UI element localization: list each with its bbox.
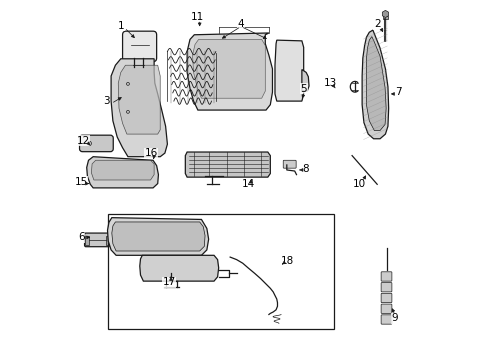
- FancyBboxPatch shape: [80, 135, 113, 152]
- Bar: [383, 16, 387, 19]
- Text: 16: 16: [144, 148, 158, 158]
- FancyBboxPatch shape: [380, 272, 391, 281]
- Text: 7: 7: [395, 87, 401, 97]
- Text: 17: 17: [162, 277, 176, 287]
- Polygon shape: [187, 33, 272, 110]
- Text: 2: 2: [373, 19, 380, 29]
- Polygon shape: [86, 157, 158, 188]
- Text: 8: 8: [302, 164, 308, 174]
- Polygon shape: [140, 255, 218, 281]
- FancyBboxPatch shape: [380, 283, 391, 292]
- FancyBboxPatch shape: [122, 31, 156, 62]
- Text: 18: 18: [280, 256, 294, 266]
- FancyBboxPatch shape: [380, 315, 391, 324]
- FancyBboxPatch shape: [283, 160, 296, 168]
- Bar: [106, 235, 109, 244]
- Polygon shape: [185, 152, 270, 177]
- Text: 4: 4: [237, 19, 244, 29]
- Text: 9: 9: [391, 313, 398, 323]
- Bar: [108, 214, 333, 329]
- Polygon shape: [274, 40, 303, 101]
- Polygon shape: [112, 222, 204, 251]
- Polygon shape: [362, 30, 388, 139]
- Bar: [85, 235, 88, 244]
- Polygon shape: [91, 160, 154, 180]
- Text: 5: 5: [300, 84, 306, 94]
- FancyBboxPatch shape: [380, 293, 391, 303]
- FancyBboxPatch shape: [380, 304, 391, 314]
- Polygon shape: [192, 40, 265, 98]
- Text: 12: 12: [76, 136, 90, 145]
- Text: 6: 6: [78, 232, 84, 242]
- Text: 15: 15: [75, 177, 88, 187]
- Text: 10: 10: [352, 179, 365, 189]
- Polygon shape: [366, 37, 386, 131]
- Polygon shape: [301, 69, 308, 91]
- Text: 11: 11: [191, 12, 204, 22]
- Text: 14: 14: [241, 179, 254, 189]
- Text: 1: 1: [117, 21, 124, 31]
- FancyBboxPatch shape: [84, 233, 109, 247]
- Polygon shape: [107, 218, 208, 255]
- Polygon shape: [111, 59, 167, 157]
- Text: 3: 3: [103, 96, 109, 106]
- Text: 13: 13: [323, 78, 337, 88]
- Polygon shape: [118, 65, 160, 134]
